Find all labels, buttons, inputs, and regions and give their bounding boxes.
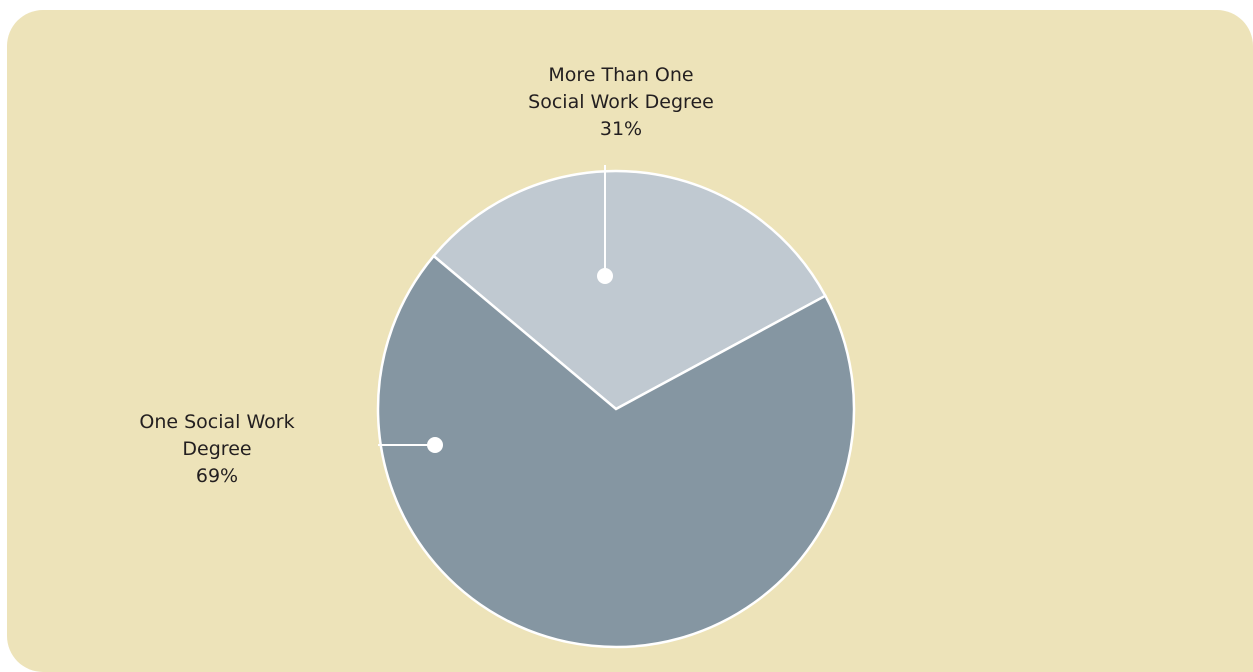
chart-panel: More Than One Social Work Degree 31% One So…	[7, 10, 1253, 672]
slice-label-line: More Than One	[548, 64, 693, 86]
slice-label-line: Degree	[182, 438, 251, 460]
pie-slice-more-than-one-social-work-degree	[431, 169, 828, 411]
callouts-layer: More Than One Social Work Degree 31% One So…	[139, 64, 713, 487]
callout-dot-1	[597, 268, 613, 284]
callout-dot-2	[427, 437, 443, 453]
pie-chart: More Than One Social Work Degree 31% One So…	[7, 10, 1253, 672]
slice-label-line: One Social Work	[139, 411, 294, 433]
slices-layer	[376, 169, 856, 649]
slice-label-1: More Than One Social Work Degree 31%	[528, 64, 714, 140]
slice-label-2: One Social Work Degree 69%	[139, 411, 294, 487]
pie-slice-one-social-work-degree	[376, 254, 856, 649]
slice-label-line: Social Work Degree	[528, 91, 714, 113]
slice-label-line: 31%	[600, 118, 642, 140]
slice-label-line: 69%	[196, 465, 238, 487]
